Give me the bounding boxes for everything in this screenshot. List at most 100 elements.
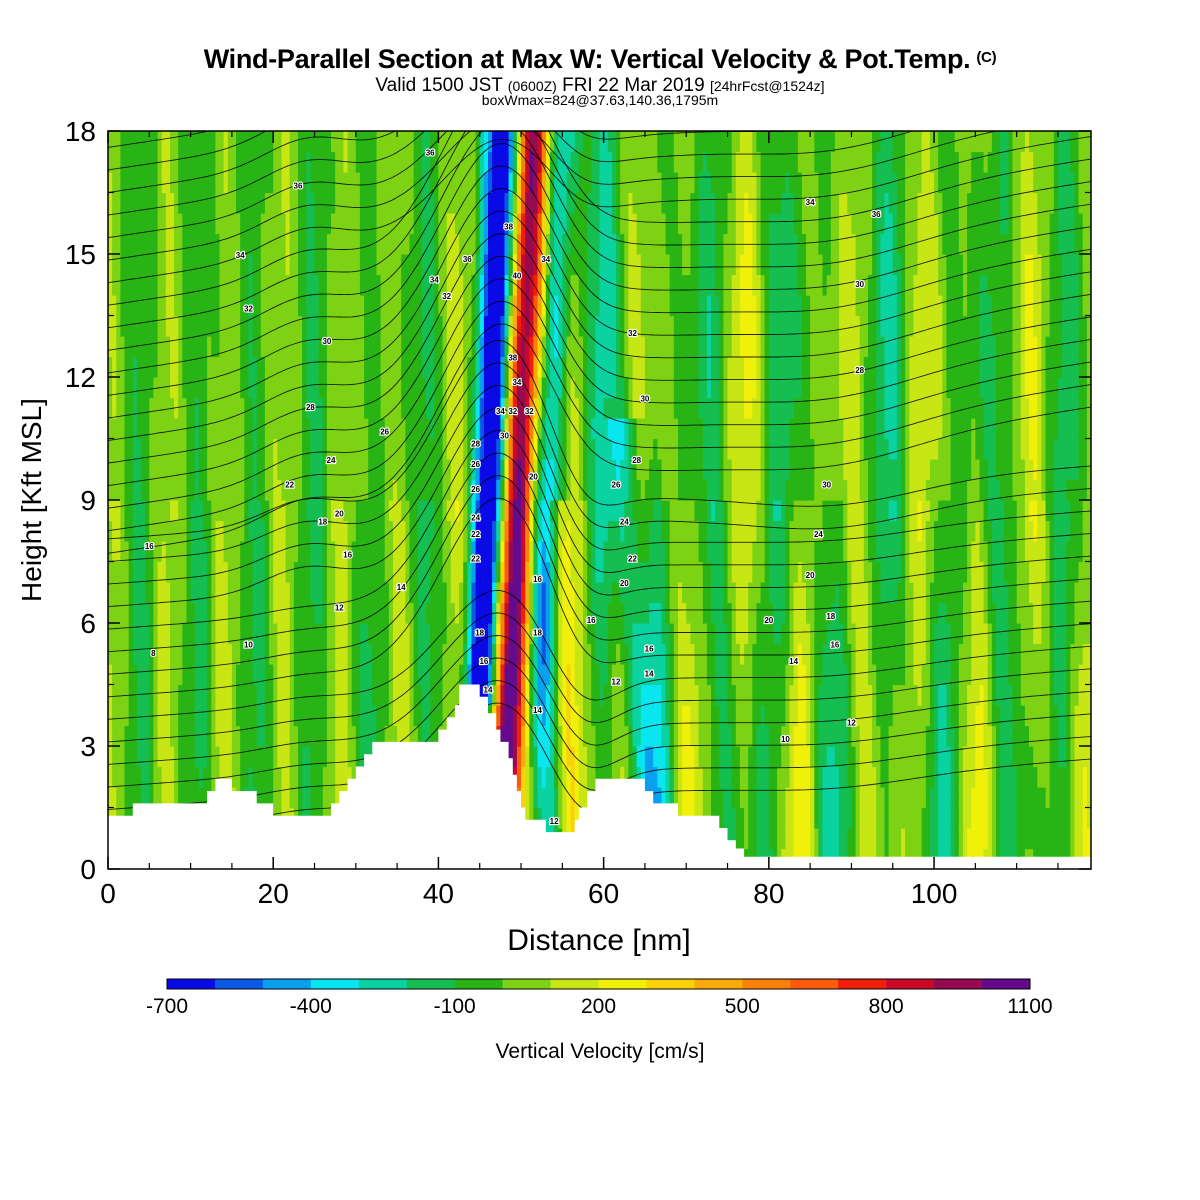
velocity-cell	[587, 295, 592, 317]
velocity-cell	[326, 151, 332, 173]
velocity-cell	[277, 418, 283, 440]
velocity-cell	[537, 500, 543, 522]
velocity-cell	[178, 233, 183, 255]
velocity-cell	[649, 602, 654, 624]
velocity-cell	[124, 397, 130, 419]
velocity-cell	[347, 500, 353, 522]
velocity-cell	[153, 295, 159, 317]
velocity-cell	[157, 315, 163, 337]
velocity-cell	[223, 438, 229, 460]
velocity-cell	[570, 684, 576, 706]
velocity-cell	[149, 541, 155, 563]
velocity-cell	[376, 684, 382, 706]
velocity-cell	[438, 336, 444, 358]
velocity-cell	[405, 664, 411, 686]
velocity-cell	[496, 541, 501, 563]
velocity-cell	[533, 787, 539, 809]
velocity-cell	[132, 561, 138, 583]
velocity-cell	[401, 213, 406, 235]
velocity-cell	[182, 254, 188, 276]
velocity-cell	[132, 131, 138, 153]
velocity-cell	[108, 151, 113, 173]
velocity-cell	[438, 254, 444, 276]
velocity-cell	[508, 418, 514, 440]
velocity-cell	[306, 459, 312, 481]
velocity-cell	[574, 807, 580, 829]
velocity-cell	[368, 254, 373, 276]
velocity-cell	[665, 623, 671, 645]
velocity-cell	[260, 254, 266, 276]
velocity-cell	[450, 602, 456, 624]
velocity-cell	[603, 725, 609, 747]
velocity-cell	[306, 438, 312, 460]
velocity-cell	[384, 233, 390, 255]
velocity-cell	[450, 213, 456, 235]
velocity-cell	[256, 500, 262, 522]
velocity-cell	[368, 131, 373, 153]
velocity-cell	[558, 397, 563, 419]
velocity-cell	[248, 274, 254, 296]
velocity-cell	[673, 479, 679, 501]
velocity-cell	[264, 500, 270, 522]
velocity-cell	[545, 315, 551, 337]
velocity-cell	[186, 213, 192, 235]
velocity-cell	[136, 254, 142, 276]
velocity-cell	[269, 746, 274, 768]
velocity-cell	[211, 582, 217, 604]
velocity-cell	[236, 131, 241, 153]
velocity-cell	[611, 274, 617, 296]
velocity-cell	[359, 336, 365, 358]
velocity-cell	[326, 213, 332, 235]
velocity-cell	[463, 336, 468, 358]
velocity-cell	[413, 459, 419, 481]
velocity-cell	[380, 664, 386, 686]
velocity-cell	[669, 766, 675, 788]
velocity-cell	[521, 561, 526, 583]
velocity-cell	[430, 623, 435, 645]
velocity-cell	[273, 295, 278, 317]
velocity-cell	[624, 418, 630, 440]
velocity-cell	[281, 541, 287, 563]
velocity-cell	[198, 766, 204, 788]
velocity-cell	[603, 233, 609, 255]
velocity-cell	[620, 643, 625, 665]
velocity-cell	[351, 479, 357, 501]
velocity-cell	[512, 295, 518, 317]
velocity-cell	[355, 336, 361, 358]
velocity-cell	[616, 746, 621, 768]
velocity-cell	[496, 705, 501, 727]
velocity-cell	[368, 500, 373, 522]
velocity-cell	[203, 254, 208, 276]
velocity-cell	[376, 336, 382, 358]
velocity-cell	[591, 500, 596, 522]
velocity-cell	[186, 500, 192, 522]
velocity-cell	[248, 582, 254, 604]
velocity-cell	[215, 397, 221, 419]
velocity-cell	[128, 315, 134, 337]
velocity-cell	[157, 684, 163, 706]
velocity-cell	[289, 336, 295, 358]
velocity-cell	[632, 541, 638, 563]
velocity-cell	[405, 643, 411, 665]
velocity-cell	[587, 274, 592, 296]
velocity-cell	[149, 684, 155, 706]
velocity-cell	[186, 459, 192, 481]
velocity-cell	[620, 192, 625, 214]
velocity-cell	[529, 336, 535, 358]
velocity-cell	[302, 131, 307, 153]
velocity-cell	[347, 582, 353, 604]
velocity-cell	[508, 561, 514, 583]
velocity-cell	[364, 233, 369, 255]
velocity-cell	[549, 602, 555, 624]
velocity-cell	[607, 725, 613, 747]
velocity-cell	[198, 746, 204, 768]
velocity-cell	[149, 582, 155, 604]
velocity-cell	[186, 397, 192, 419]
velocity-cell	[343, 582, 349, 604]
velocity-cell	[120, 746, 126, 768]
velocity-cell	[673, 151, 679, 173]
velocity-cell	[227, 315, 233, 337]
velocity-cell	[359, 274, 365, 296]
velocity-cell	[153, 541, 159, 563]
velocity-cell	[607, 602, 613, 624]
